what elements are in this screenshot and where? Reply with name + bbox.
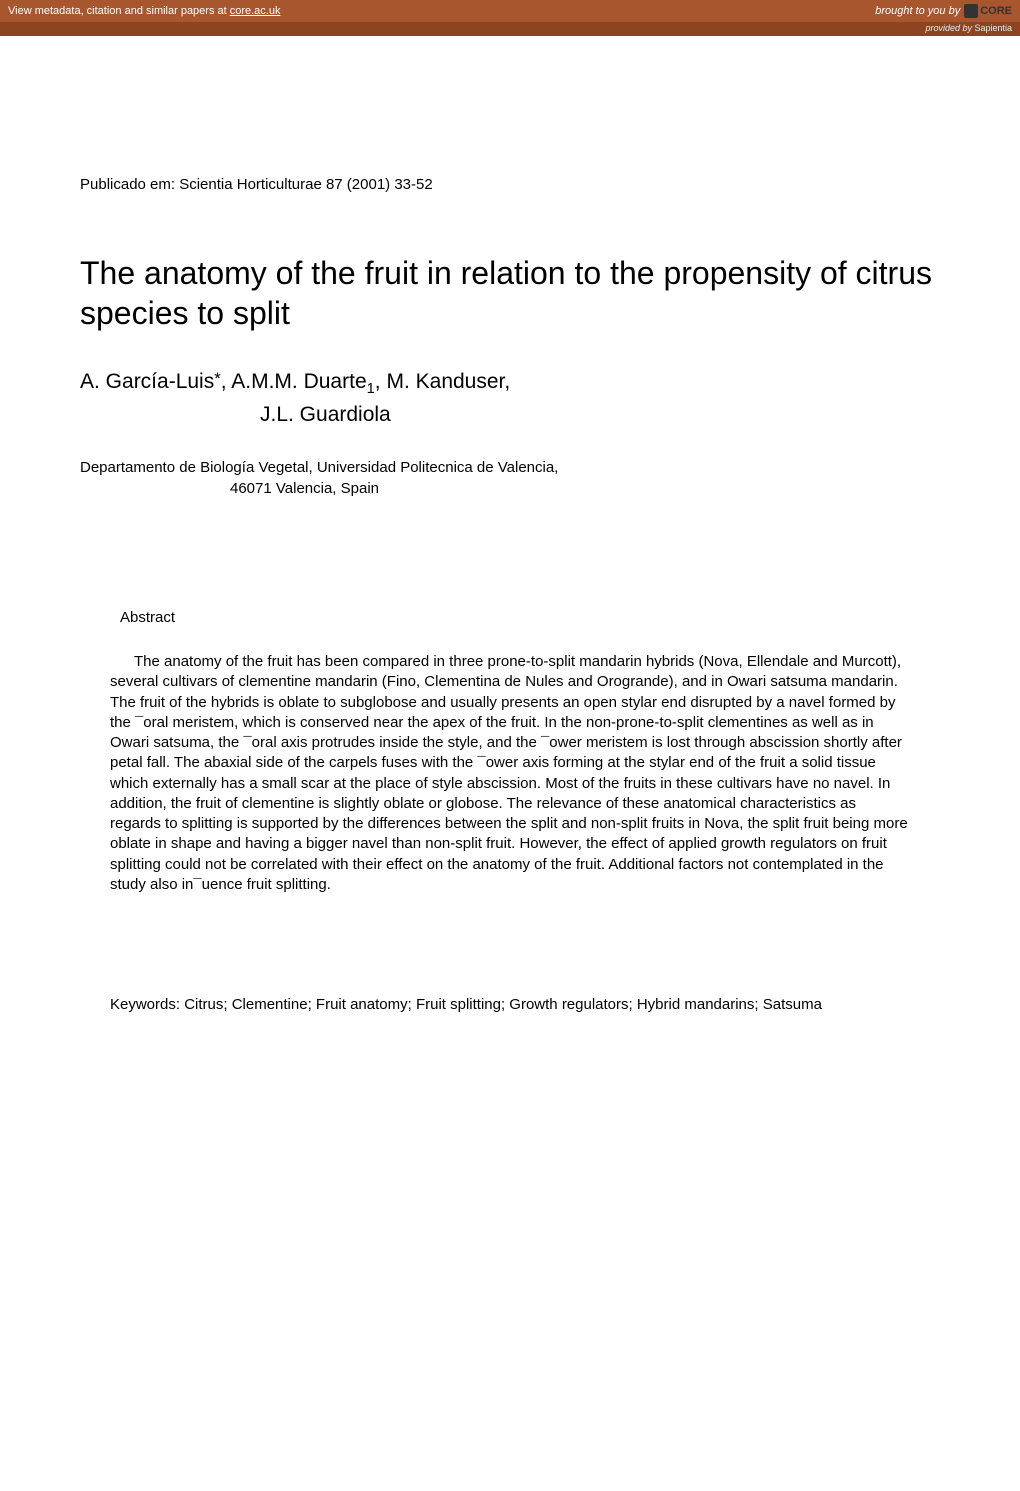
keywords: Keywords: Citrus; Clementine; Fruit anat…	[110, 995, 910, 1015]
affiliation: Departamento de Biología Vegetal, Univer…	[80, 457, 940, 499]
abstract-heading: Abstract	[120, 609, 940, 626]
authors-line-2: J.L. Guardiola	[80, 400, 940, 429]
affiliation-line-1: Departamento de Biología Vegetal, Univer…	[80, 459, 558, 476]
paper-title: The anatomy of the fruit in relation to …	[80, 253, 940, 333]
banner-right: brought to you by CORE	[875, 4, 1012, 18]
core-icon	[964, 4, 978, 18]
authors-line-1: A. García-Luis*, A.M.M. Duarte1, M. Kand…	[80, 370, 510, 393]
core-link[interactable]: core.ac.uk	[230, 5, 281, 17]
banner-left-text: View metadata, citation and similar pape…	[8, 5, 227, 17]
banner-left: View metadata, citation and similar pape…	[8, 5, 280, 17]
provided-prefix: provided by	[925, 23, 974, 33]
banner-right-text: brought to you by	[875, 5, 960, 17]
affiliation-line-2: 46071 Valencia, Spain	[80, 478, 940, 499]
abstract-body: The anatomy of the fruit has been compar…	[110, 652, 910, 895]
publication-reference: Publicado em: Scientia Horticulturae 87 …	[80, 176, 940, 193]
core-logo[interactable]: CORE	[964, 4, 1012, 18]
paper-authors: A. García-Luis*, A.M.M. Duarte1, M. Kand…	[80, 367, 940, 429]
provided-source: Sapientia	[974, 23, 1012, 33]
core-sub-banner: provided by Sapientia	[0, 22, 1020, 36]
core-label: CORE	[980, 5, 1012, 17]
core-top-banner: View metadata, citation and similar pape…	[0, 0, 1020, 22]
paper-page: Publicado em: Scientia Horticulturae 87 …	[0, 36, 1020, 1075]
